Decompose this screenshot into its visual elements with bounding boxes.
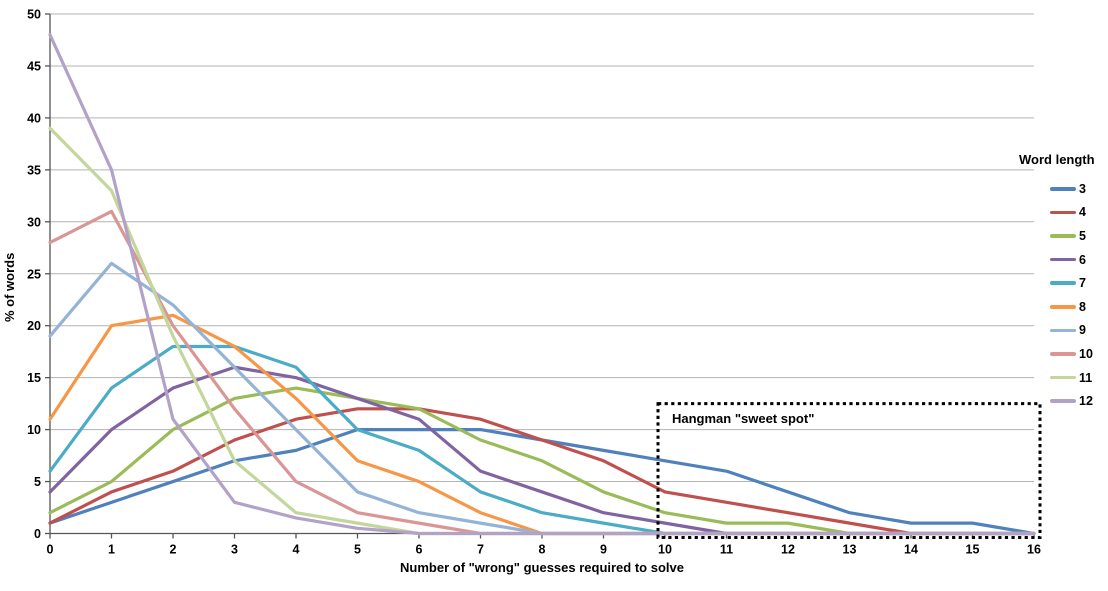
x-tick-label-1: 1 [108, 543, 115, 557]
y-tick-label-10: 10 [27, 423, 41, 437]
legend-swatch-3 [1050, 187, 1076, 191]
legend-label-10: 10 [1079, 346, 1093, 361]
x-tick-label-16: 16 [1027, 543, 1041, 557]
legend-label-11: 11 [1079, 370, 1093, 385]
y-tick-label-45: 45 [27, 59, 41, 73]
sweet-spot-annotation-box [656, 402, 1042, 539]
x-tick-label-10: 10 [658, 543, 672, 557]
legend-swatch-4 [1050, 210, 1076, 215]
y-tick-label-30: 30 [27, 215, 41, 229]
legend-swatch-6 [1050, 257, 1076, 262]
legend-swatch-8 [1050, 305, 1076, 309]
x-tick-label-6: 6 [416, 543, 423, 557]
legend-item-9: 9 [1012, 319, 1108, 343]
sweet-spot-label: Hangman "sweet spot" [672, 410, 815, 426]
legend-swatch-10 [1050, 352, 1076, 356]
x-tick-label-9: 9 [600, 543, 607, 557]
legend-swatch-5 [1050, 234, 1076, 238]
series-line-12 [48, 33, 1036, 536]
legend-swatch-12 [1050, 399, 1076, 403]
legend-label-9: 9 [1079, 323, 1086, 338]
y-tick-label-35: 35 [27, 163, 41, 177]
x-tick-label-3: 3 [231, 543, 238, 557]
x-tick-label-0: 0 [47, 543, 54, 557]
legend-title: Word length [1019, 152, 1095, 167]
legend-item-6: 6 [1012, 248, 1108, 272]
legend-label-4: 4 [1079, 205, 1086, 220]
x-axis-title: Number of "wrong" guesses required to so… [400, 560, 684, 575]
legend-item-5: 5 [1012, 224, 1108, 248]
y-tick-label-20: 20 [27, 319, 41, 333]
y-tick-label-0: 0 [34, 527, 41, 541]
legend-label-5: 5 [1079, 228, 1086, 243]
x-tick-label-5: 5 [354, 543, 361, 557]
legend-item-3: 3 [1012, 177, 1108, 201]
legend-label-12: 12 [1079, 394, 1093, 409]
legend-label-8: 8 [1079, 299, 1086, 314]
legend: Word length 3 4 5 6 7 8 9 10 11 12 [1012, 152, 1108, 413]
x-tick-label-8: 8 [539, 543, 546, 557]
x-tick-label-13: 13 [843, 543, 857, 557]
legend-item-4: 4 [1012, 201, 1108, 225]
legend-label-3: 3 [1079, 181, 1086, 196]
legend-label-6: 6 [1079, 252, 1086, 267]
y-tick-label-40: 40 [27, 111, 41, 125]
legend-item-12: 12 [1012, 389, 1108, 413]
x-tick-label-2: 2 [170, 543, 177, 557]
series-line-10 [48, 209, 1036, 536]
legend-item-8: 8 [1012, 295, 1108, 319]
series-line-4 [48, 407, 1036, 536]
legend-swatch-11 [1050, 375, 1076, 380]
legend-item-11: 11 [1012, 366, 1108, 390]
x-tick-label-15: 15 [966, 543, 980, 557]
x-tick-label-12: 12 [781, 543, 795, 557]
y-tick-label-50: 50 [27, 8, 41, 22]
x-tick-label-11: 11 [720, 543, 733, 557]
y-tick-label-5: 5 [34, 475, 41, 489]
y-axis-title: % of words [2, 252, 17, 323]
y-tick-label-25: 25 [27, 267, 41, 281]
x-tick-label-7: 7 [477, 543, 484, 557]
x-tick-label-14: 14 [904, 543, 918, 557]
legend-item-10: 10 [1012, 342, 1108, 366]
legend-item-7: 7 [1012, 271, 1108, 295]
legend-swatch-7 [1050, 281, 1076, 285]
y-tick-label-15: 15 [27, 371, 41, 385]
legend-label-7: 7 [1079, 276, 1086, 291]
legend-swatch-9 [1050, 328, 1076, 333]
legend-items: 3 4 5 6 7 8 9 10 11 12 [1012, 177, 1108, 413]
x-tick-label-4: 4 [293, 543, 300, 557]
